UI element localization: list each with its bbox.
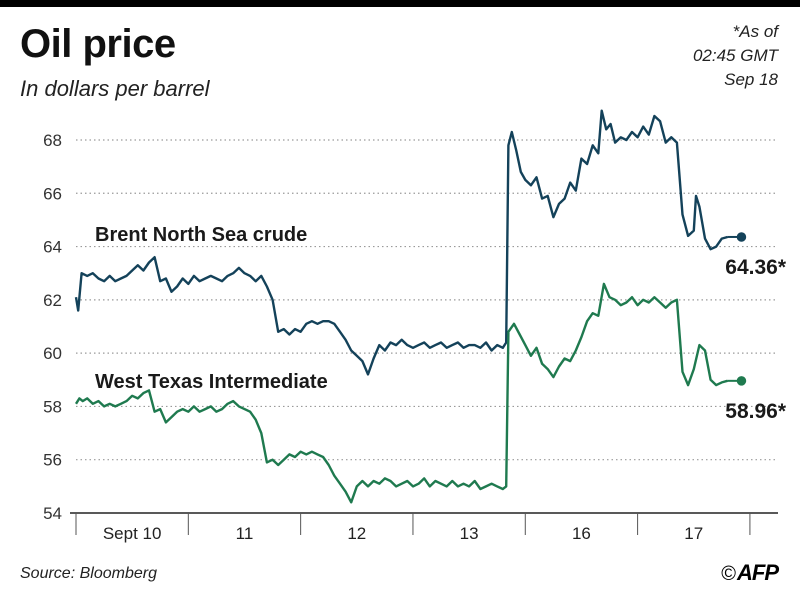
x-tick-label-3: 12 (347, 524, 366, 543)
end-value-label-wti: 58.96* (725, 400, 787, 423)
series-label-wti: West Texas Intermediate (95, 371, 328, 393)
x-tick-label-1: Sept 10 (103, 524, 162, 543)
y-tick-label-56: 56 (43, 451, 62, 470)
y-tick-label-64: 64 (43, 238, 62, 257)
y-axis-ticks: 54 56 58 60 62 64 66 68 (43, 131, 62, 523)
as-of-time: 02:45 GMT (692, 46, 778, 65)
x-tick-label-2: 11 (236, 524, 254, 543)
as-of-line: *As of (732, 22, 778, 41)
chart-title: Oil price (20, 22, 176, 66)
afp-logo: ©AFP (721, 560, 779, 586)
y-tick-label-62: 62 (43, 291, 62, 310)
series-line-wti (74, 282, 728, 504)
series-label-brent: Brent North Sea crude (95, 224, 307, 246)
series-labels: Brent North Sea crude West Texas Intermed… (95, 224, 787, 423)
y-tick-label-58: 58 (43, 397, 62, 416)
as-of-note: *As of 02:45 GMT Sep 18 (693, 20, 778, 92)
afp-wordmark: AFP (737, 560, 779, 585)
y-tick-label-66: 66 (43, 184, 62, 203)
source-note: Source: Bloomberg (20, 565, 157, 582)
grid-lines (76, 139, 778, 461)
chart-subtitle: In dollars per barrel (20, 76, 210, 101)
end-value-label-brent: 64.36* (725, 256, 787, 279)
x-tick-label-4: 13 (460, 524, 479, 543)
y-tick-label-68: 68 (43, 131, 62, 150)
series-lines (74, 109, 748, 504)
y-tick-label-60: 60 (43, 344, 62, 363)
series-line-brent (74, 109, 728, 376)
copyright-symbol: © (721, 563, 736, 585)
x-axis: Sept 10 11 12 13 16 17 (70, 512, 778, 543)
as-of-date: Sep 18 (724, 70, 778, 89)
top-bar (0, 0, 800, 7)
x-tick-label-5: 16 (572, 524, 591, 543)
y-tick-label-54: 54 (43, 504, 62, 523)
x-tick-label-6: 17 (684, 524, 703, 543)
